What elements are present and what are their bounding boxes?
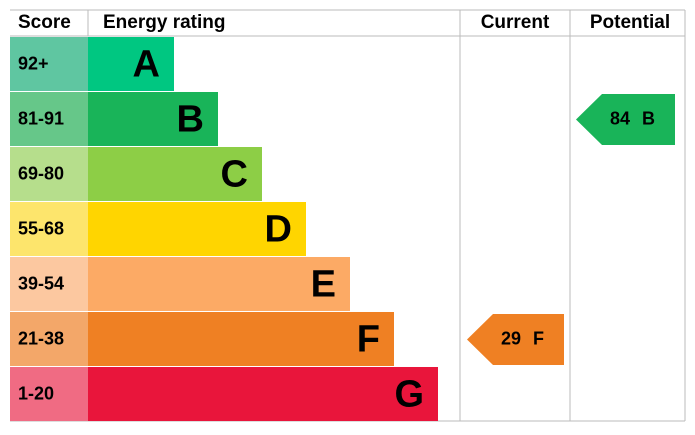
rating-letter: A — [133, 44, 160, 86]
score-cell — [10, 312, 88, 366]
rating-bar — [88, 367, 438, 421]
rating-bar — [88, 312, 394, 366]
score-cell — [10, 367, 88, 421]
header-score: Score — [18, 12, 71, 33]
rating-letter: B — [177, 99, 204, 141]
header-potential: Potential — [590, 12, 670, 33]
rating-bar — [88, 92, 218, 146]
rating-letter: D — [265, 209, 292, 251]
potential-arrow — [576, 94, 675, 145]
score-label: 92+ — [18, 53, 49, 73]
header-current: Current — [481, 12, 550, 33]
score-cell — [10, 37, 88, 91]
current-label: 29 F — [501, 328, 544, 348]
rating-letter: E — [311, 264, 336, 306]
score-cell — [10, 257, 88, 311]
rating-bar — [88, 37, 174, 91]
score-label: 81-91 — [18, 108, 64, 128]
score-label: 69-80 — [18, 163, 64, 183]
score-cell — [10, 92, 88, 146]
score-label: 1-20 — [18, 383, 54, 403]
rating-letter: F — [357, 319, 380, 361]
score-label: 39-54 — [18, 273, 64, 293]
score-cell — [10, 202, 88, 256]
current-arrow — [467, 314, 564, 365]
current-band: F — [533, 328, 544, 348]
score-cell — [10, 147, 88, 201]
rating-letter: G — [394, 374, 424, 416]
potential-label: 84 B — [610, 108, 655, 128]
rating-bar — [88, 202, 306, 256]
rating-bar — [88, 257, 350, 311]
header-rating: Energy rating — [103, 12, 225, 33]
rating-bar — [88, 147, 262, 201]
potential-band: B — [642, 108, 655, 128]
score-label: 55-68 — [18, 218, 64, 238]
potential-value: 84 — [610, 108, 630, 128]
current-value: 29 — [501, 328, 521, 348]
score-label: 21-38 — [18, 328, 64, 348]
rating-letter: C — [221, 154, 248, 196]
